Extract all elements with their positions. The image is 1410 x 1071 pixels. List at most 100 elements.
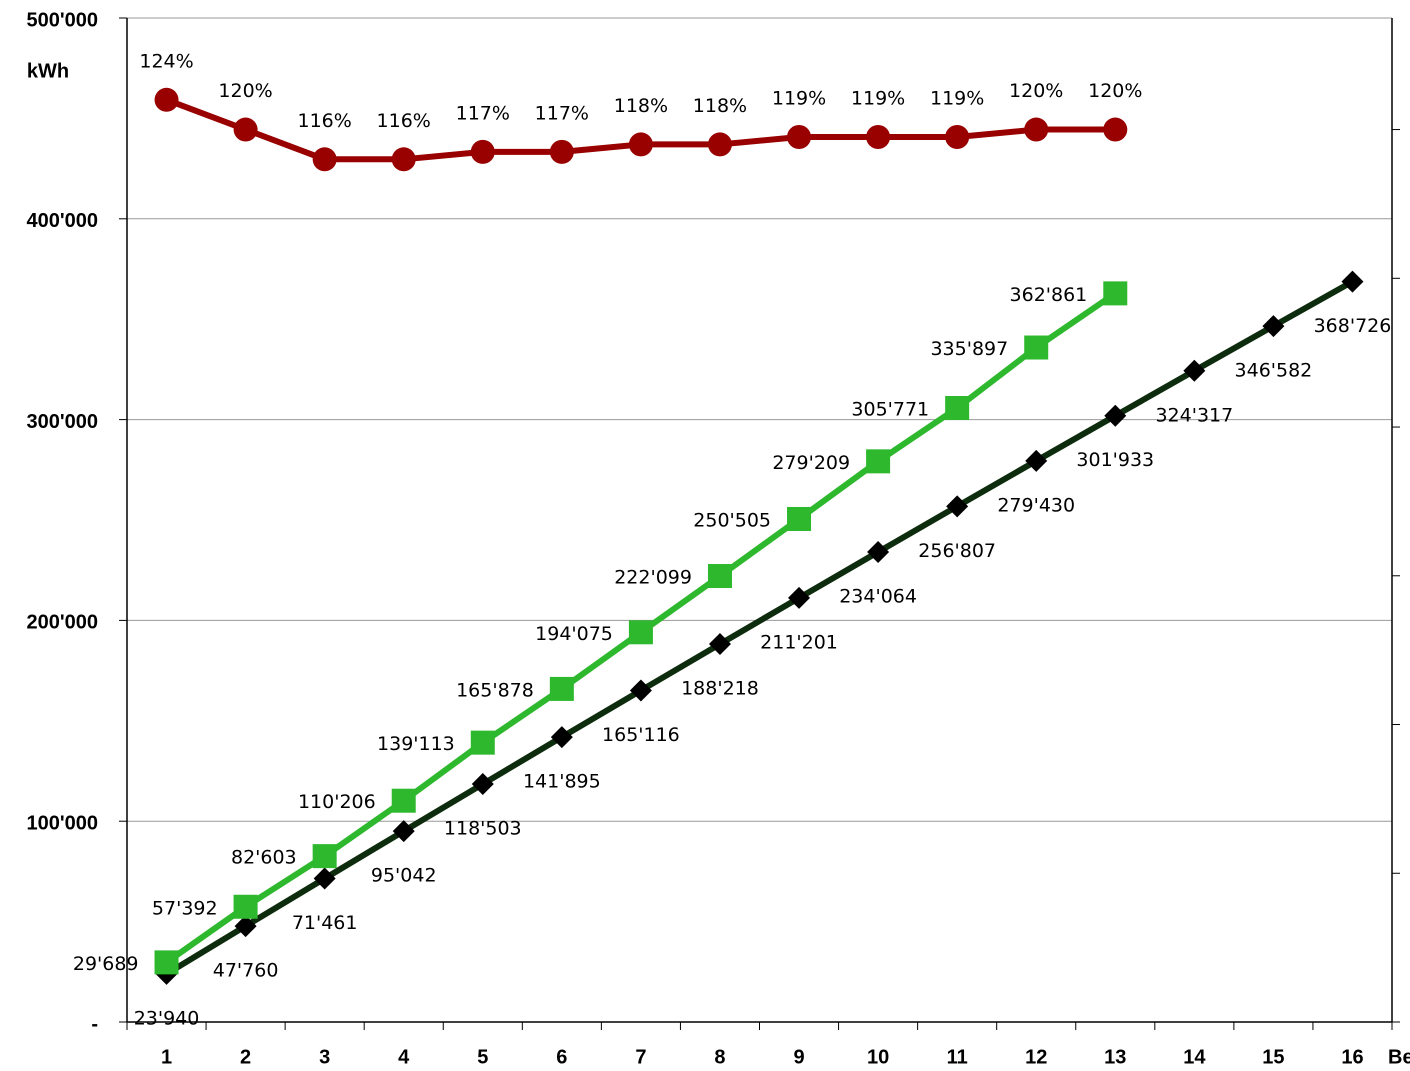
- x-tick-label: 4: [398, 1046, 410, 1068]
- data-label: 23'940: [134, 1007, 200, 1029]
- data-label: 211'201: [760, 631, 838, 653]
- marker: [154, 87, 179, 112]
- x-tick-label: 2: [240, 1046, 251, 1068]
- y-tick-label: 100'000: [27, 812, 99, 834]
- marker: [866, 449, 891, 474]
- data-label: 29'689: [73, 953, 139, 975]
- x-tick-label: 5: [477, 1046, 488, 1068]
- data-label: 118%: [614, 95, 668, 117]
- data-label: 124%: [139, 50, 193, 72]
- marker: [945, 396, 970, 421]
- marker: [470, 730, 495, 755]
- marker: [233, 894, 258, 919]
- y-tick-label: 500'000: [27, 9, 99, 31]
- x-axis-title: Be: [1388, 1046, 1410, 1068]
- data-label: 141'895: [523, 771, 601, 793]
- data-label: 117%: [456, 102, 510, 124]
- marker: [549, 139, 574, 164]
- data-label: 117%: [535, 102, 589, 124]
- data-label: 346'582: [1235, 360, 1313, 382]
- data-label: 324'317: [1155, 404, 1233, 426]
- marker: [234, 915, 257, 938]
- marker: [787, 124, 812, 149]
- marker: [470, 139, 495, 164]
- x-tick-label: 14: [1183, 1046, 1206, 1068]
- marker: [550, 726, 573, 749]
- x-tick-label: 12: [1025, 1046, 1047, 1068]
- marker: [628, 132, 653, 157]
- marker: [1103, 117, 1128, 142]
- marker: [1024, 117, 1049, 142]
- marker: [392, 820, 415, 843]
- data-label: 71'461: [292, 912, 358, 934]
- marker: [629, 679, 652, 702]
- marker: [1183, 359, 1206, 382]
- marker: [391, 788, 416, 813]
- y-tick-label: 400'000: [27, 210, 99, 232]
- marker: [788, 586, 811, 609]
- data-label: 362'861: [1010, 284, 1088, 306]
- marker: [1024, 335, 1049, 360]
- data-label: 165'116: [602, 724, 680, 746]
- data-label: 47'760: [213, 960, 279, 982]
- data-label: 368'726: [1314, 315, 1392, 337]
- x-tick-label: 11: [947, 1046, 968, 1068]
- marker: [1341, 270, 1364, 293]
- data-label: 116%: [297, 110, 351, 132]
- x-tick-label: 16: [1341, 1046, 1363, 1068]
- marker: [233, 117, 258, 142]
- marker: [707, 132, 732, 157]
- data-label: 120%: [218, 80, 272, 102]
- data-label: 279'430: [997, 494, 1075, 516]
- marker: [471, 773, 494, 796]
- data-label: 188'218: [681, 678, 759, 700]
- data-label: 234'064: [839, 585, 917, 607]
- data-label: 335'897: [930, 338, 1008, 360]
- x-tick-label: 6: [556, 1046, 567, 1068]
- marker: [708, 633, 731, 656]
- x-tick-label: 9: [793, 1046, 804, 1068]
- x-tick-label: 3: [319, 1046, 330, 1068]
- x-tick-label: 10: [867, 1046, 889, 1068]
- data-label: 118%: [693, 95, 747, 117]
- data-label: 118'503: [444, 818, 522, 840]
- data-label: 301'933: [1076, 449, 1154, 471]
- data-label: 165'878: [456, 679, 534, 701]
- series-line: [164, 278, 1354, 977]
- marker: [549, 676, 574, 701]
- data-label: 256'807: [918, 540, 996, 562]
- data-label: 305'771: [851, 399, 929, 421]
- data-label: 95'042: [371, 865, 437, 887]
- data-label: 120%: [1009, 80, 1063, 102]
- marker: [945, 124, 970, 149]
- data-label: 110'206: [298, 791, 376, 813]
- data-label: 139'113: [377, 733, 455, 755]
- marker: [1103, 281, 1128, 306]
- marker: [1262, 315, 1285, 338]
- marker: [1025, 449, 1048, 472]
- y-tick-label: 200'000: [27, 612, 99, 634]
- x-tick-label: 15: [1262, 1046, 1284, 1068]
- x-tick-label: 8: [714, 1046, 725, 1068]
- marker: [1104, 404, 1127, 427]
- data-label: 222'099: [614, 567, 692, 589]
- y-tick-label: -: [91, 1013, 98, 1035]
- marker: [707, 564, 732, 589]
- marker: [867, 540, 890, 563]
- x-tick-label: 13: [1104, 1046, 1126, 1068]
- marker: [946, 495, 969, 518]
- marker: [391, 147, 416, 172]
- marker: [628, 620, 653, 645]
- data-label: 119%: [930, 87, 984, 109]
- data-label: 82'603: [231, 847, 297, 869]
- marker: [313, 867, 336, 890]
- marker: [787, 506, 812, 531]
- marker: [312, 147, 337, 172]
- data-label: 279'209: [772, 452, 850, 474]
- data-label: 116%: [377, 110, 431, 132]
- data-label: 57'392: [152, 897, 218, 919]
- marker: [866, 124, 891, 149]
- data-label: 119%: [851, 87, 905, 109]
